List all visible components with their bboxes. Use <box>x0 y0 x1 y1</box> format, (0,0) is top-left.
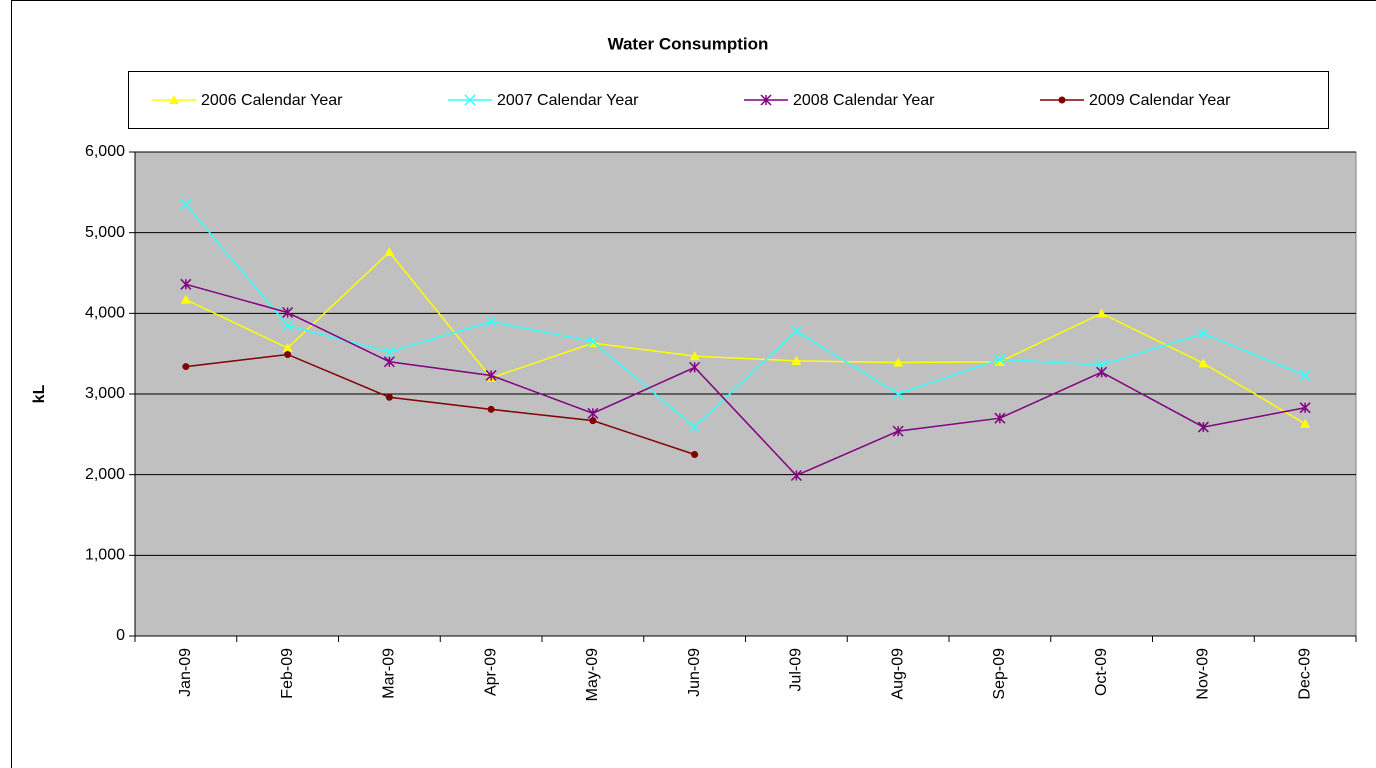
data-point <box>385 393 393 401</box>
data-point <box>1096 366 1108 378</box>
x-tick-label: Jun-09 <box>686 648 703 697</box>
x-tick-label: May-09 <box>584 648 601 701</box>
legend-marker <box>464 94 476 106</box>
x-tick-label: Oct-09 <box>1093 648 1110 696</box>
x-tick-label: Feb-09 <box>279 648 296 699</box>
y-tick-label: 4,000 <box>85 305 125 322</box>
y-tick-label: 2,000 <box>85 466 125 483</box>
y-tick-label: 3,000 <box>85 385 125 402</box>
data-point <box>893 357 904 367</box>
data-point <box>892 388 904 400</box>
data-point <box>994 356 1005 366</box>
legend-label: 2006 Calendar Year <box>201 92 343 109</box>
data-point <box>384 247 395 257</box>
y-tick-label: 1,000 <box>85 547 125 564</box>
data-point <box>589 417 597 425</box>
legend-marker <box>760 94 772 106</box>
data-point <box>180 278 192 290</box>
data-point <box>180 294 191 304</box>
data-point <box>485 315 497 327</box>
x-tick-label: Mar-09 <box>381 648 398 699</box>
data-point <box>587 407 599 419</box>
series-line <box>185 250 1306 425</box>
data-point <box>282 319 294 331</box>
series-line <box>185 353 695 456</box>
x-tick-label: Nov-09 <box>1195 648 1212 700</box>
x-tick-label: Jul-09 <box>788 648 805 692</box>
data-point <box>587 336 599 348</box>
data-point <box>1197 421 1209 433</box>
data-point <box>1096 308 1107 318</box>
series-line <box>185 203 1306 429</box>
data-point <box>691 451 699 458</box>
y-tick-label: 0 <box>116 627 125 644</box>
data-point <box>892 425 904 437</box>
data-point <box>182 363 190 371</box>
data-point <box>284 350 292 358</box>
series-line <box>185 283 1306 477</box>
legend-label: 2008 Calendar Year <box>793 92 935 109</box>
data-point <box>1299 369 1311 381</box>
data-point <box>282 306 294 319</box>
data-point <box>383 356 395 368</box>
x-tick-label: Sep-09 <box>991 648 1008 700</box>
data-point <box>1299 402 1311 414</box>
x-tick-label: Aug-09 <box>889 648 906 700</box>
data-point <box>1197 327 1209 340</box>
data-point <box>790 469 802 482</box>
legend-marker <box>1058 96 1066 104</box>
y-axis-label: kL <box>31 384 48 403</box>
data-point <box>383 346 395 358</box>
y-tick-label: 5,000 <box>85 224 125 241</box>
data-point <box>791 355 802 365</box>
data-point <box>1300 418 1311 428</box>
data-point <box>994 412 1006 424</box>
data-point <box>180 198 192 210</box>
data-point <box>689 421 701 433</box>
x-tick-label: Dec-09 <box>1296 648 1313 700</box>
data-point <box>790 325 802 337</box>
legend-box <box>128 71 1329 129</box>
data-point <box>689 351 700 361</box>
data-point <box>1198 358 1209 368</box>
y-tick-label: 6,000 <box>85 143 125 160</box>
chart-title: Water Consumption <box>608 34 769 53</box>
x-tick-label: Apr-09 <box>482 648 499 696</box>
legend-label: 2007 Calendar Year <box>497 92 639 109</box>
data-point <box>485 369 497 381</box>
legend-label: 2009 Calendar Year <box>1089 92 1231 109</box>
data-point <box>689 361 701 373</box>
data-point <box>282 343 293 353</box>
data-point <box>994 353 1006 365</box>
data-point <box>487 405 495 413</box>
x-tick-label: Jan-09 <box>177 648 194 697</box>
legend-marker <box>169 95 179 104</box>
